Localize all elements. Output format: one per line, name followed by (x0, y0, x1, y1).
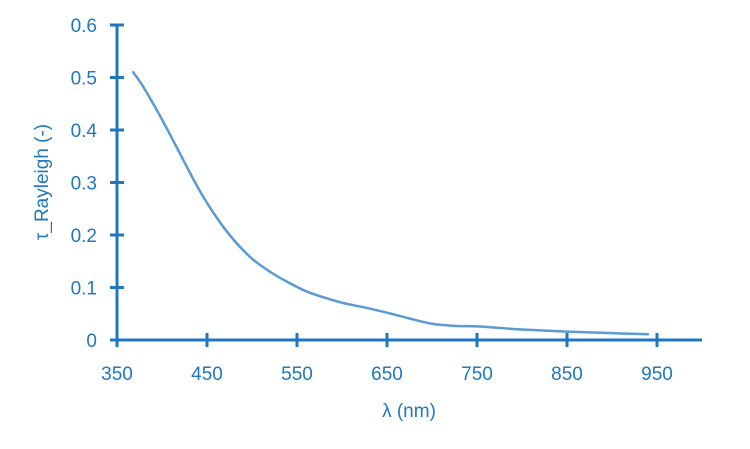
y-tick-label: 0.6 (71, 16, 97, 37)
x-axis-ticks: 350 450 550 650 750 850 950 (101, 333, 673, 385)
y-tick-label: 0 (86, 331, 97, 352)
x-tick-label: 550 (281, 364, 313, 385)
y-tick-label: 0.2 (71, 226, 97, 247)
plot-area (131, 71, 650, 336)
series-line (131, 71, 650, 336)
x-tick-label: 950 (641, 364, 673, 385)
y-tick-label: 0.1 (71, 279, 97, 300)
x-axis-title: λ (nm) (382, 401, 436, 422)
y-axis-title: τ_Rayleigh (-) (32, 124, 53, 240)
y-axis-ticks: 0 0.1 0.2 0.3 0.4 0.5 0.6 (71, 16, 124, 352)
y-tick-label: 0.5 (71, 69, 97, 90)
x-tick-label: 750 (461, 364, 493, 385)
x-tick-label: 850 (551, 364, 583, 385)
y-tick-label: 0.3 (71, 174, 97, 195)
x-tick-label: 450 (191, 364, 223, 385)
y-tick-label: 0.4 (71, 121, 98, 142)
x-tick-label: 650 (371, 364, 403, 385)
x-tick-label: 350 (101, 364, 133, 385)
